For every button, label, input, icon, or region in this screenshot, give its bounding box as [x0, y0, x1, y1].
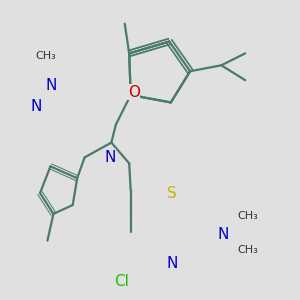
Text: N: N: [31, 99, 42, 114]
Text: methoxy: methoxy: [144, 67, 150, 68]
Text: CH₃: CH₃: [36, 51, 56, 62]
Text: S: S: [167, 186, 177, 201]
Text: N: N: [167, 256, 178, 271]
Text: N: N: [104, 150, 116, 165]
Text: CH₃: CH₃: [238, 211, 259, 221]
Text: O: O: [128, 85, 140, 100]
Text: Cl: Cl: [114, 274, 129, 289]
Text: N: N: [217, 227, 229, 242]
Text: CH₃: CH₃: [238, 244, 259, 255]
Text: N: N: [46, 78, 57, 93]
